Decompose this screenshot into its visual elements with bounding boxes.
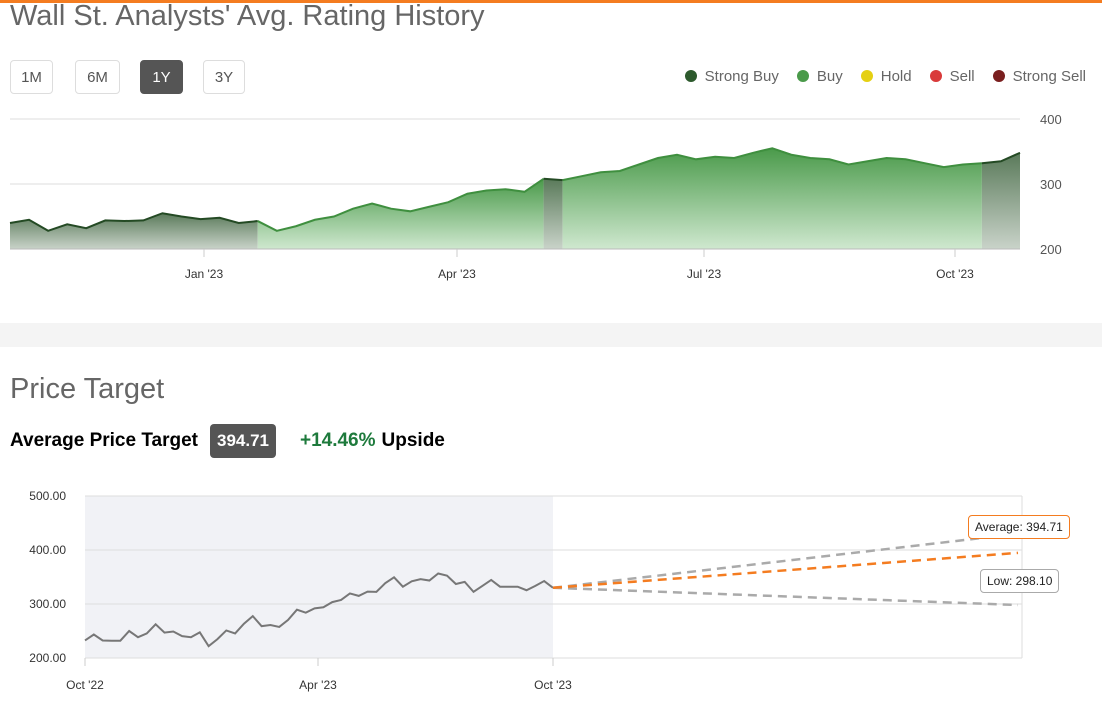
y-tick-label: 400 [1040, 112, 1062, 127]
avg-price-target-label: Average Price Target [10, 430, 198, 451]
history-shade [85, 496, 553, 658]
tooltip-low: Low: 298.10 [980, 569, 1060, 593]
rating-history-chart: 400 300 200 Jan '23 Apr '23 Jul '23 Oct '23 [9, 112, 1062, 281]
rating-area-buy [562, 148, 982, 249]
x-tick-label: Apr '23 [438, 267, 476, 281]
legend-item[interactable]: Hold [860, 68, 912, 85]
upside-label: Upside [381, 430, 445, 451]
rating-line [543, 177, 563, 182]
legend-item[interactable]: Buy [796, 68, 843, 85]
low-target-line [552, 586, 1019, 607]
rating-legend: Strong Buy Buy Hold Sell Strong Sell [684, 68, 1086, 85]
upside-percent: +14.46% [299, 430, 376, 451]
rating-line [257, 177, 545, 232]
average-target-line [552, 551, 1019, 590]
section-divider [0, 323, 1102, 347]
rating-area-buy [257, 178, 544, 249]
tooltip-average: Average: 394.71 [968, 515, 1070, 539]
range-button-3y[interactable]: 3Y [203, 60, 245, 94]
x-tick-label: Apr '23 [299, 678, 337, 692]
avg-price-target-badge: 394.71 [209, 424, 276, 458]
top-accent-bar [0, 0, 1102, 3]
x-tick-label: Oct '22 [66, 678, 104, 692]
x-tick-label: Jul '23 [687, 267, 722, 281]
price-target-summary: Average Price Target 394.71 +14.46% Upsi… [10, 424, 445, 458]
rating-line [981, 151, 1021, 165]
legend-item[interactable]: Sell [929, 68, 975, 85]
rating-area-strong-buy [543, 178, 563, 249]
y-tick-label: 400.00 [29, 543, 66, 557]
rating-area-strong-buy [981, 152, 1020, 249]
x-tick-label: Oct '23 [534, 678, 572, 692]
x-tick-label: Jan '23 [185, 267, 224, 281]
legend-dot-icon [992, 70, 1005, 82]
legend-dot-icon [860, 70, 873, 82]
price-target-title: Price Target [10, 373, 165, 405]
high-target-line [552, 532, 1019, 590]
y-tick-label: 200.00 [29, 651, 66, 665]
range-button-6m[interactable]: 6M [75, 60, 120, 94]
y-tick-label: 500.00 [29, 489, 66, 503]
y-tick-label: 300.00 [29, 597, 66, 611]
y-tick-label: 200 [1040, 242, 1062, 257]
y-tick-label: 300 [1040, 177, 1062, 192]
rating-history-title: Wall St. Analysts' Avg. Rating History [10, 0, 485, 32]
price-history-line [84, 572, 554, 648]
legend-item[interactable]: Strong Buy [684, 68, 779, 85]
legend-dot-icon [796, 70, 809, 82]
rating-area-strong-buy [10, 213, 258, 249]
legend-dot-icon [684, 70, 697, 82]
rating-line [562, 147, 982, 182]
x-tick-label: Oct '23 [936, 267, 974, 281]
legend-item[interactable]: Strong Sell [992, 68, 1086, 85]
range-button-1y[interactable]: 1Y [140, 60, 183, 94]
range-button-1m[interactable]: 1M [10, 60, 53, 94]
legend-dot-icon [929, 70, 942, 82]
rating-line [9, 212, 258, 232]
